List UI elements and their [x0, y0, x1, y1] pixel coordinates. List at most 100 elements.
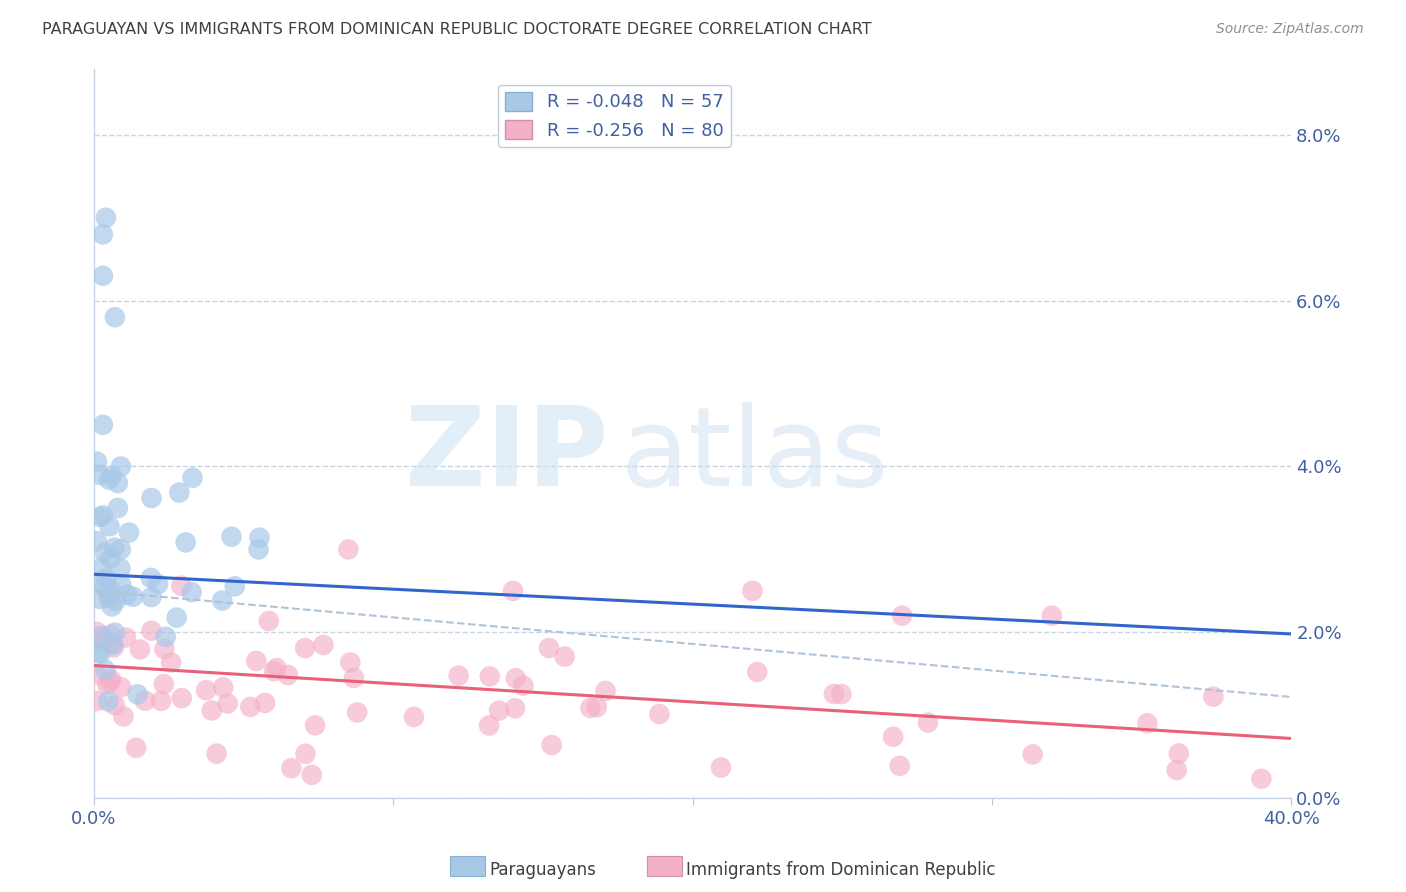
Point — [1250, 772, 1272, 786]
Point — [97, 591, 120, 605]
Point — [110, 561, 132, 575]
Point — [90, 561, 112, 575]
Point — [889, 759, 911, 773]
Point — [343, 671, 366, 685]
Point — [86, 632, 108, 647]
Point — [540, 738, 562, 752]
Point — [294, 747, 316, 761]
Point — [98, 519, 121, 533]
Point — [103, 541, 125, 555]
Point — [201, 703, 224, 717]
Point — [249, 531, 271, 545]
Point — [170, 691, 193, 706]
Point — [1167, 747, 1189, 761]
Point — [1202, 690, 1225, 704]
Point — [127, 687, 149, 701]
Point — [169, 485, 191, 500]
Point — [94, 572, 117, 586]
Point — [823, 687, 845, 701]
Point — [103, 640, 125, 655]
Point — [141, 624, 163, 638]
Point — [266, 661, 288, 675]
Point — [86, 694, 108, 708]
Point — [153, 642, 176, 657]
Point — [89, 510, 111, 524]
Point — [247, 542, 270, 557]
Point — [91, 268, 114, 283]
Point — [86, 667, 108, 681]
Point — [239, 699, 262, 714]
Point — [160, 656, 183, 670]
Point — [402, 710, 425, 724]
Point — [104, 310, 127, 325]
Point — [90, 629, 112, 643]
Point — [301, 768, 323, 782]
Point — [89, 592, 111, 607]
Point — [478, 718, 501, 732]
Point — [502, 583, 524, 598]
Point — [146, 577, 169, 591]
Point — [104, 594, 127, 608]
Point — [110, 542, 132, 557]
Point — [221, 530, 243, 544]
Point — [830, 687, 852, 701]
Point — [98, 473, 121, 487]
Point — [195, 683, 218, 698]
Point — [217, 697, 239, 711]
Point — [98, 675, 121, 690]
Text: PARAGUAYAN VS IMMIGRANTS FROM DOMINICAN REPUBLIC DOCTORATE DEGREE CORRELATION CH: PARAGUAYAN VS IMMIGRANTS FROM DOMINICAN … — [42, 22, 872, 37]
Point — [96, 677, 118, 691]
Point — [205, 747, 228, 761]
Point — [104, 698, 127, 713]
Legend: R = -0.048   N = 57, R = -0.256   N = 80: R = -0.048 N = 57, R = -0.256 N = 80 — [498, 85, 731, 147]
Point — [134, 694, 156, 708]
Point — [312, 638, 335, 652]
Text: Source: ZipAtlas.com: Source: ZipAtlas.com — [1216, 22, 1364, 37]
Point — [98, 582, 121, 597]
Point — [512, 679, 534, 693]
Point — [97, 694, 120, 708]
Point — [97, 587, 120, 601]
Point — [152, 677, 174, 691]
Point — [304, 718, 326, 732]
Point — [91, 417, 114, 432]
Point — [648, 707, 671, 722]
Point — [110, 680, 132, 694]
Point — [741, 583, 763, 598]
Text: ZIP: ZIP — [405, 401, 609, 508]
Point — [112, 709, 135, 723]
Point — [89, 467, 111, 482]
Point — [125, 740, 148, 755]
Point — [86, 624, 108, 639]
Point — [339, 656, 361, 670]
Point — [280, 761, 302, 775]
Point — [245, 654, 267, 668]
Text: Paraguayans: Paraguayans — [489, 861, 596, 879]
Point — [503, 701, 526, 715]
Point — [91, 574, 114, 588]
Point — [488, 704, 510, 718]
Point — [1021, 747, 1043, 762]
Point — [115, 588, 138, 602]
Point — [100, 468, 122, 483]
Point — [141, 590, 163, 604]
Point — [107, 476, 129, 491]
Point — [139, 571, 162, 585]
Point — [505, 671, 527, 685]
Point — [882, 730, 904, 744]
Point — [224, 579, 246, 593]
Point — [891, 608, 914, 623]
Point — [180, 585, 202, 599]
Point — [101, 637, 124, 651]
Point — [100, 628, 122, 642]
Point — [181, 471, 204, 485]
Point — [478, 669, 501, 683]
Point — [253, 696, 276, 710]
Point — [104, 625, 127, 640]
Point — [107, 500, 129, 515]
Point — [917, 715, 939, 730]
Point — [141, 491, 163, 505]
Point — [115, 631, 138, 645]
Point — [118, 525, 141, 540]
Point — [91, 508, 114, 523]
